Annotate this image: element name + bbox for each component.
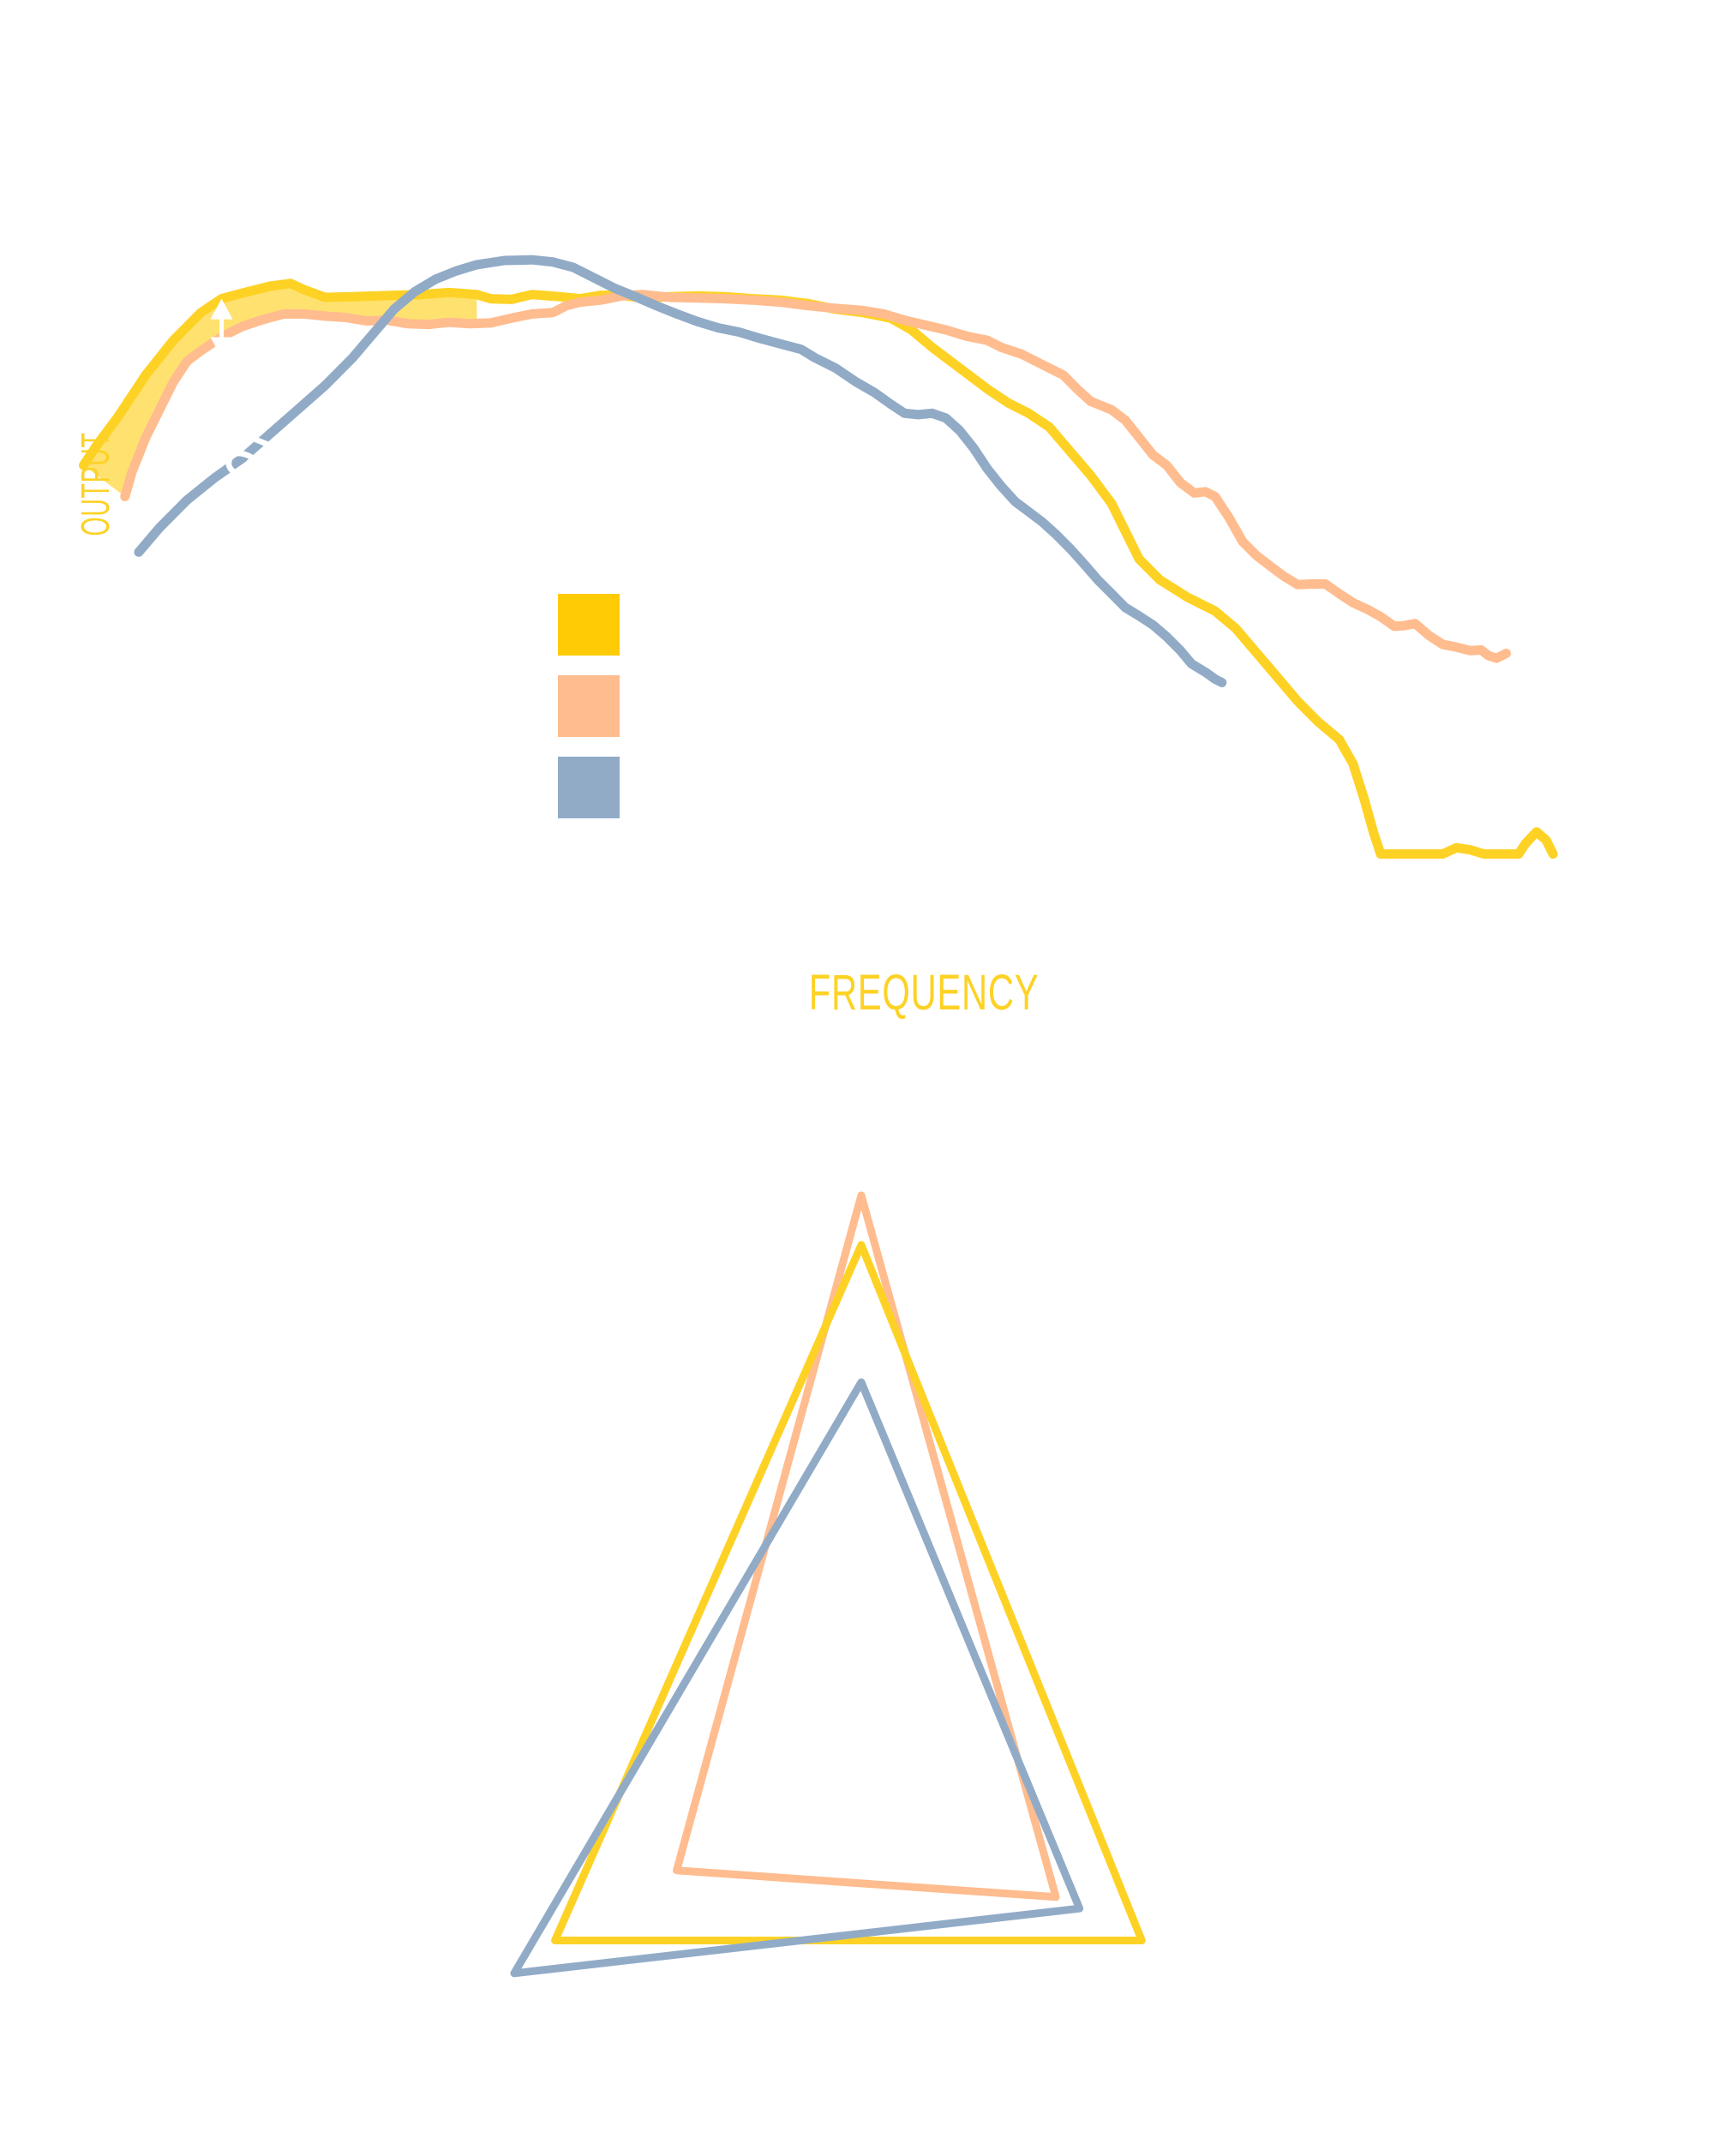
series-line-blue (134, 255, 1227, 687)
triangle-salmon-triangle (673, 1191, 1060, 1901)
legend-swatch (558, 675, 620, 737)
line-series-layer (79, 255, 1558, 859)
legend-item (558, 675, 620, 737)
legend-swatch (558, 594, 620, 656)
series-line-salmon (120, 290, 1511, 663)
y-axis-label: OUTPUT (74, 433, 118, 536)
x-axis-label: FREQUENCY (809, 964, 1040, 1020)
legend-item (558, 594, 620, 656)
sweet-spot-label: SWEET SPOT (134, 416, 285, 686)
legend-item (558, 757, 620, 818)
arrow-down-icon (210, 337, 233, 358)
triangle-diagram (510, 1191, 1146, 1978)
arrow-up-icon (210, 298, 233, 320)
triangle-blue-triangle (510, 1378, 1084, 1978)
legend (558, 594, 620, 818)
series-line-yellow (79, 278, 1558, 859)
legend-swatch (558, 757, 620, 818)
triangle-yellow-triangle (551, 1241, 1146, 1944)
